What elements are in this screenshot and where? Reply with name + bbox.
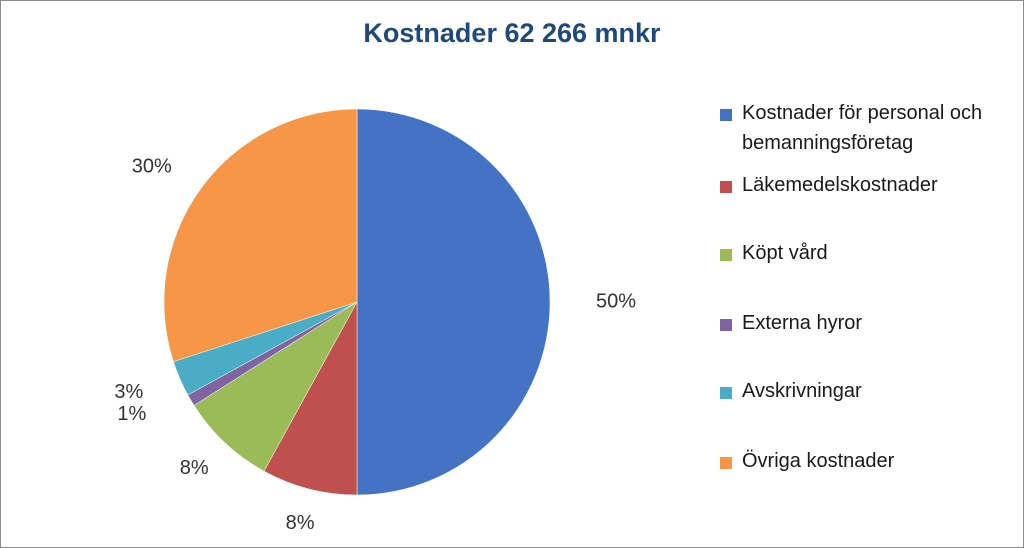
legend-label: Övriga kostnader: [742, 450, 895, 472]
data-label: 50%: [596, 290, 636, 312]
legend-swatch: [720, 181, 732, 193]
data-label: 8%: [286, 512, 315, 534]
legend-swatch: [720, 249, 732, 261]
legend-item: Externa hyror: [720, 308, 1020, 338]
data-label: 3%: [114, 381, 143, 403]
legend-swatch: [720, 319, 732, 331]
legend-label: Externa hyror: [742, 312, 863, 334]
legend-item: Avskrivningar: [720, 376, 1020, 406]
legend-label: Läkemedelskostnader: [742, 174, 938, 196]
pie-slice: [193, 301, 358, 472]
legend-item: Kostnader för personal och bemanningsför…: [720, 98, 1020, 158]
legend-label: Köpt vård: [742, 242, 828, 264]
data-label: 8%: [180, 457, 209, 479]
legend-item: Läkemedelskostnader: [720, 170, 1020, 200]
legend-swatch: [720, 387, 732, 399]
legend-swatch: [720, 457, 732, 469]
legend-label: Kostnader för personal och bemanningsför…: [742, 102, 983, 154]
legend-item: Övriga kostnader: [720, 446, 1020, 476]
legend-label: Avskrivningar: [742, 380, 862, 402]
data-label: 30%: [132, 156, 172, 178]
legend-item: Köpt vård: [720, 238, 1020, 268]
pie-slice: [163, 108, 358, 362]
legend-swatch: [720, 109, 732, 121]
pie-slice: [356, 108, 551, 496]
data-label: 1%: [117, 403, 146, 425]
chart-title: Kostnader 62 266 mnkr: [363, 18, 661, 48]
pie-slice: [263, 301, 358, 496]
